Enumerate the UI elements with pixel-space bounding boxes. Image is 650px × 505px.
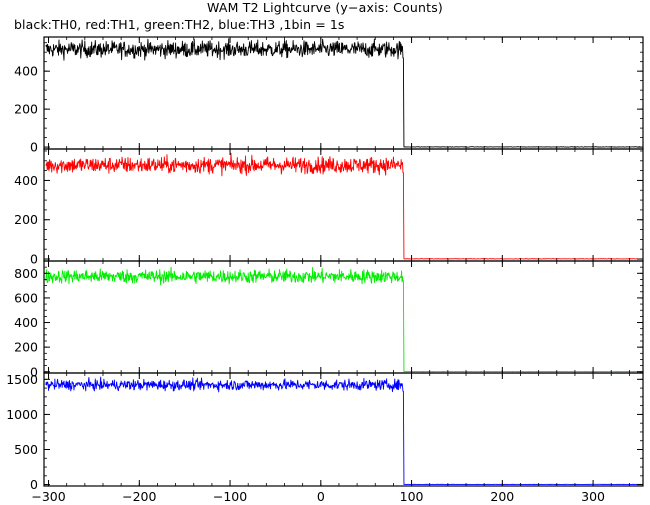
series-th3 bbox=[45, 376, 642, 485]
y-tick-label: 1500 bbox=[6, 372, 38, 387]
series-th2 bbox=[45, 266, 642, 373]
x-tick-label: −300 bbox=[31, 489, 65, 504]
x-tick-label: 0 bbox=[317, 489, 325, 504]
y-tick-label: 200 bbox=[14, 212, 38, 227]
y-tick-label: 0 bbox=[30, 477, 38, 492]
y-tick-label: 0 bbox=[30, 252, 38, 267]
x-tick-label: 300 bbox=[581, 489, 605, 504]
chart-title: WAM T2 Lightcurve (y−axis: Counts) bbox=[206, 0, 444, 15]
x-tick-label: 100 bbox=[400, 489, 424, 504]
y-tick-label: 500 bbox=[14, 442, 38, 457]
y-tick-label: 800 bbox=[14, 266, 38, 281]
y-tick-label: 200 bbox=[14, 340, 38, 355]
y-tick-label: 400 bbox=[14, 64, 38, 79]
y-tick-label: 0 bbox=[30, 140, 38, 155]
x-tick-label: −200 bbox=[122, 489, 156, 504]
y-tick-label: 200 bbox=[14, 102, 38, 117]
x-tick-label: −100 bbox=[213, 489, 247, 504]
panel-frame-th3 bbox=[43, 372, 644, 487]
y-tick-label: 600 bbox=[14, 290, 38, 305]
y-tick-label: 0 bbox=[30, 364, 38, 379]
y-tick-label: 400 bbox=[14, 173, 38, 188]
series-th0 bbox=[45, 38, 642, 148]
y-tick-label: 400 bbox=[14, 315, 38, 330]
chart-subtitle: black:TH0, red:TH1, green:TH2, blue:TH3 … bbox=[14, 17, 345, 32]
x-tick-label: 200 bbox=[490, 489, 514, 504]
y-tick-label: 1000 bbox=[6, 407, 38, 422]
series-th1 bbox=[45, 152, 642, 260]
